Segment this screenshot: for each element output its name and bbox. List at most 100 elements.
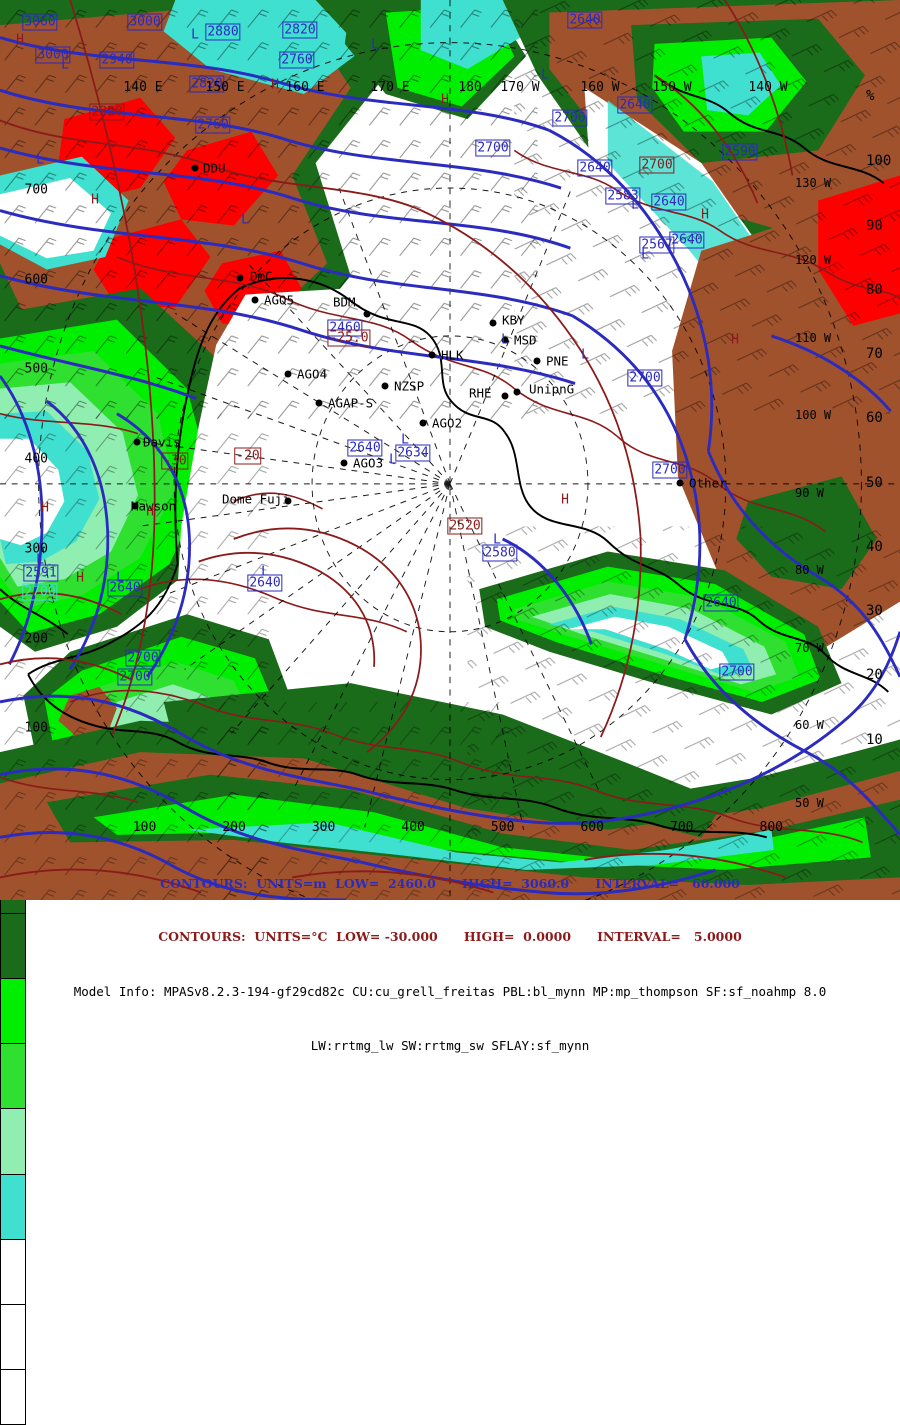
contour-value-label: 2700 [475, 139, 511, 157]
y-tick-label: 400 [24, 451, 48, 467]
contour-value-label: 2760 [195, 116, 231, 134]
y-tick-label: 100 [24, 720, 48, 736]
station-label: DmC [250, 268, 273, 284]
contour-value-label: 2640 [651, 193, 687, 211]
station-dot [251, 296, 259, 304]
longitude-label: 150 E [205, 80, 245, 95]
station-dot [381, 382, 389, 390]
longitude-label: 170 W [500, 80, 540, 95]
longitude-label: 150 W [652, 80, 692, 95]
contour-value-label: 2640 [347, 439, 383, 457]
y-tick-label: 600 [24, 272, 48, 287]
station-label: Mawson [131, 498, 177, 514]
contour-value-label: 2700 [552, 109, 588, 127]
colorbar-longitude-tick: 120 W [795, 253, 832, 267]
station-label: KBY [502, 312, 525, 328]
station-label: UnipnG [529, 381, 575, 397]
contour-value-label: 2580 [482, 544, 518, 562]
station-label: AGO5 [264, 292, 295, 308]
contour-value-label: 2634 [395, 444, 431, 462]
longitude-label: 140 W [748, 80, 788, 95]
contour-value-label: 2880 [205, 23, 241, 41]
colorbar-longitude-tick: 130 W [795, 176, 832, 190]
high-center-marker: H [701, 207, 709, 223]
colorbar-segment [1, 1108, 25, 1174]
station-dot [513, 388, 521, 396]
station-label: Other [689, 475, 727, 491]
longitude-label: 140 E [123, 80, 163, 95]
station-dot [131, 502, 139, 510]
x-tick-label: 700 [669, 820, 694, 835]
x-tick-label: 100 [132, 820, 157, 835]
colorbar-longitude-tick: 50 W [795, 796, 824, 810]
contour-value-label: 2640 [567, 11, 603, 29]
colorbar-tick-label: 30 [866, 603, 883, 620]
colorbar-longitude-tick: 90 W [795, 486, 824, 500]
contour-value-label: 2820 [189, 75, 225, 93]
low-center-marker: L [401, 432, 409, 448]
low-center-marker: L [371, 37, 379, 53]
model-info-line1: Model Info: MPASv8.2.3-194-gf29cd82c CU:… [73, 984, 827, 999]
station-dot [191, 164, 199, 172]
contour-value-label: 2700 [652, 461, 688, 479]
colorbar-segment [1, 1238, 25, 1304]
contour-value-label: 2700 [125, 649, 161, 667]
rh-shading-layer [0, 0, 900, 900]
station-dot [284, 497, 292, 505]
high-center-marker: H [91, 192, 99, 208]
high-center-marker: H [41, 500, 49, 516]
low-center-marker: L [36, 152, 44, 168]
map-plot-area[interactable]: DmC AGO5 BDM AGO4 NZSP AGAP-S AGO3 Dome Fuji Maw… [0, 0, 900, 900]
station-dot [428, 351, 436, 359]
station-label: PNE [546, 353, 569, 369]
station-label: DDU [203, 160, 226, 176]
x-tick-label: 800 [759, 820, 784, 835]
x-tick-label: 200 [222, 820, 246, 835]
station-dot [676, 479, 684, 487]
contour-value-label: 2760 [279, 51, 315, 69]
station-label: HLK [441, 347, 464, 363]
geopotential-contour-info: CONTOURS: UNITS=m LOW= 2460.0 HIGH= 3060… [160, 876, 740, 891]
low-center-marker: L [61, 57, 69, 73]
low-center-marker: L [581, 347, 589, 363]
x-tick-label: 300 [311, 820, 336, 835]
contour-value-label: 2640 [617, 96, 653, 114]
y-tick-label: 300 [24, 541, 48, 557]
contour-value-label: 2700 [639, 156, 675, 174]
contour-value-label: 2820 [282, 21, 318, 39]
low-center-marker: L [261, 564, 269, 580]
station-dot [284, 370, 292, 378]
x-tick-label: 400 [401, 820, 425, 835]
station-label: Davis [143, 434, 181, 450]
colorbar-tick-label: 70 [866, 346, 883, 363]
contour-value-label: 2591 [23, 564, 59, 582]
colorbar-tick-label: 40 [866, 538, 883, 555]
low-center-marker: L [389, 452, 397, 468]
colorbar-longitude-tick: 60 W [795, 718, 824, 732]
contour-value-label: 2640 [107, 579, 143, 597]
contour-value-label: 3000 [127, 13, 163, 31]
high-center-marker: H [76, 570, 84, 586]
station-dot [133, 438, 141, 446]
station-label: MSD [514, 332, 537, 348]
high-center-marker: H [561, 492, 569, 508]
station-dot [315, 399, 323, 407]
high-center-marker: H [271, 77, 279, 93]
contour-value-label: 2700 [22, 583, 58, 601]
station-dot [533, 357, 541, 365]
footer: CONTOURS: UNITS=m LOW= 2460.0 HIGH= 3060… [0, 838, 900, 1073]
colorbar-longitude-tick: 110 W [795, 331, 832, 345]
station-dot [419, 419, 427, 427]
contour-value-label: 2590 [722, 143, 758, 161]
contour-value-label: 3060 [22, 13, 58, 31]
colorbar-longitude-tick: 100 W [795, 408, 832, 422]
contour-value-label: 2700 [627, 369, 663, 387]
contour-value-label: 2520 [447, 517, 483, 535]
station-dot [236, 274, 244, 282]
station-label: AGO4 [297, 366, 328, 382]
colorbar-tick-label: 80 [866, 281, 883, 298]
colorbar-tick-label: 100 [866, 153, 892, 170]
colorbar-tick-label: 10 [866, 731, 883, 748]
colorbar-tick-label: 20 [866, 667, 883, 684]
low-center-marker: L [631, 197, 639, 213]
